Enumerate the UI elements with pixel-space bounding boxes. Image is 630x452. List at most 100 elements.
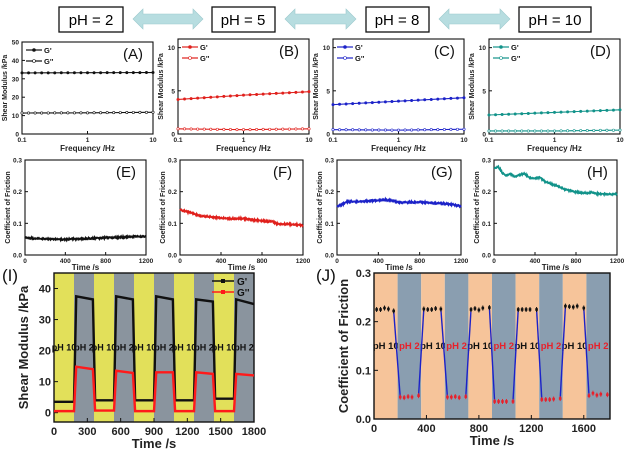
data-point	[364, 128, 368, 132]
x-tick-label: 0.1	[328, 137, 337, 144]
data-point	[606, 393, 609, 396]
data-point	[568, 305, 571, 308]
x-tick-label: 0	[335, 258, 339, 265]
x-tick-label: 1800	[242, 426, 266, 438]
data-point	[40, 71, 44, 75]
data-point	[599, 392, 603, 396]
y-tick-label: 10	[168, 45, 176, 52]
x-tick-label: 0.1	[484, 137, 493, 144]
data-point	[423, 98, 427, 102]
transition-line	[512, 309, 519, 402]
legend-label: G'	[44, 46, 52, 55]
double-arrow-icon	[284, 8, 357, 30]
data-point	[86, 71, 90, 75]
x-tick-label: 1	[242, 137, 246, 144]
x-tick-label: 0.1	[173, 137, 182, 144]
data-point	[209, 127, 213, 131]
data-point	[410, 98, 414, 102]
data-point	[59, 71, 63, 75]
y-tick-label: 30	[12, 76, 20, 83]
data-point	[591, 391, 595, 395]
ph-box-2: pH = 2	[58, 6, 124, 33]
data-point	[27, 71, 31, 75]
data-point	[487, 113, 491, 117]
x-tick-label: 800	[470, 423, 488, 435]
x-tick-label: 10	[149, 137, 157, 144]
data-point	[446, 395, 449, 399]
data-point	[331, 128, 335, 132]
data-point	[511, 400, 515, 403]
legend-marker	[32, 59, 36, 63]
data-point	[487, 129, 491, 133]
data-point	[436, 97, 440, 101]
legend-label: G''	[511, 54, 521, 63]
data-point	[520, 308, 524, 311]
band-ph-10	[562, 273, 587, 419]
data-point	[383, 128, 387, 132]
band-label: pH 2	[494, 341, 515, 352]
data-point	[533, 111, 537, 115]
data-point	[430, 308, 433, 311]
data-point	[526, 111, 530, 115]
y-tick-label: 0.0	[168, 253, 177, 260]
data-point	[331, 103, 335, 107]
ph-box-8: pH = 8	[365, 6, 430, 33]
y-axis-label: Coefficient of Friction	[5, 171, 12, 243]
y-tick-label: 0.1	[325, 221, 334, 228]
y-tick-label: 0.3	[482, 158, 491, 165]
data-point	[455, 127, 459, 131]
x-axis-label: Time /s	[132, 436, 177, 451]
transition-line	[583, 307, 590, 396]
data-point	[595, 393, 599, 397]
y-tick-label: 0.3	[325, 158, 334, 165]
data-point	[379, 308, 382, 311]
panel-c: 0 5 10 0.1 1 10 Frequency /Hz Shear Modulus /kP…	[313, 38, 468, 153]
data-point	[46, 111, 50, 115]
x-tick-label: 1200	[610, 258, 625, 265]
band-label: pH 10	[212, 342, 237, 352]
data-point	[209, 95, 213, 99]
ph-box-10: pH = 10	[518, 6, 592, 33]
band-ph-2	[444, 273, 469, 419]
ph-box-5: pH = 5	[211, 6, 276, 33]
data-point	[585, 109, 589, 113]
data-point	[131, 110, 135, 114]
data-point	[505, 400, 508, 403]
data-point	[540, 398, 544, 401]
band-ph-10	[214, 273, 234, 422]
data-point	[189, 97, 193, 101]
plot-frame	[493, 159, 618, 256]
y-tick-label: 10	[12, 113, 20, 120]
data-point	[79, 71, 83, 75]
band-ph-2	[586, 273, 610, 419]
data-point	[72, 111, 76, 115]
data-point	[605, 128, 609, 132]
data-point	[507, 129, 511, 133]
band-label: pH 10	[562, 341, 588, 352]
data-point	[261, 92, 265, 96]
transition-line	[465, 309, 472, 397]
plot-frame	[336, 159, 462, 256]
data-point	[40, 111, 44, 115]
legend-marker	[343, 56, 347, 60]
data-point	[520, 129, 524, 133]
transition-line	[559, 306, 567, 399]
data-point	[138, 71, 142, 75]
data-point	[442, 128, 446, 132]
data-point	[390, 128, 394, 132]
band-label: pH 10	[373, 341, 399, 352]
panel-label: (C)	[434, 43, 455, 60]
data-point	[307, 127, 311, 131]
legend-marker	[221, 290, 225, 294]
data-point	[294, 90, 298, 94]
y-tick-label: 40	[12, 58, 20, 65]
data-point	[118, 111, 122, 115]
data-point	[390, 100, 394, 104]
x-tick-label: 800	[414, 258, 425, 265]
x-tick-label: 1	[397, 137, 401, 144]
x-tick-label: 800	[571, 258, 582, 265]
x-tick-label: 300	[78, 426, 96, 438]
x-tick-label: 1200	[519, 423, 543, 435]
data-point	[27, 111, 31, 115]
data-point	[105, 111, 109, 115]
